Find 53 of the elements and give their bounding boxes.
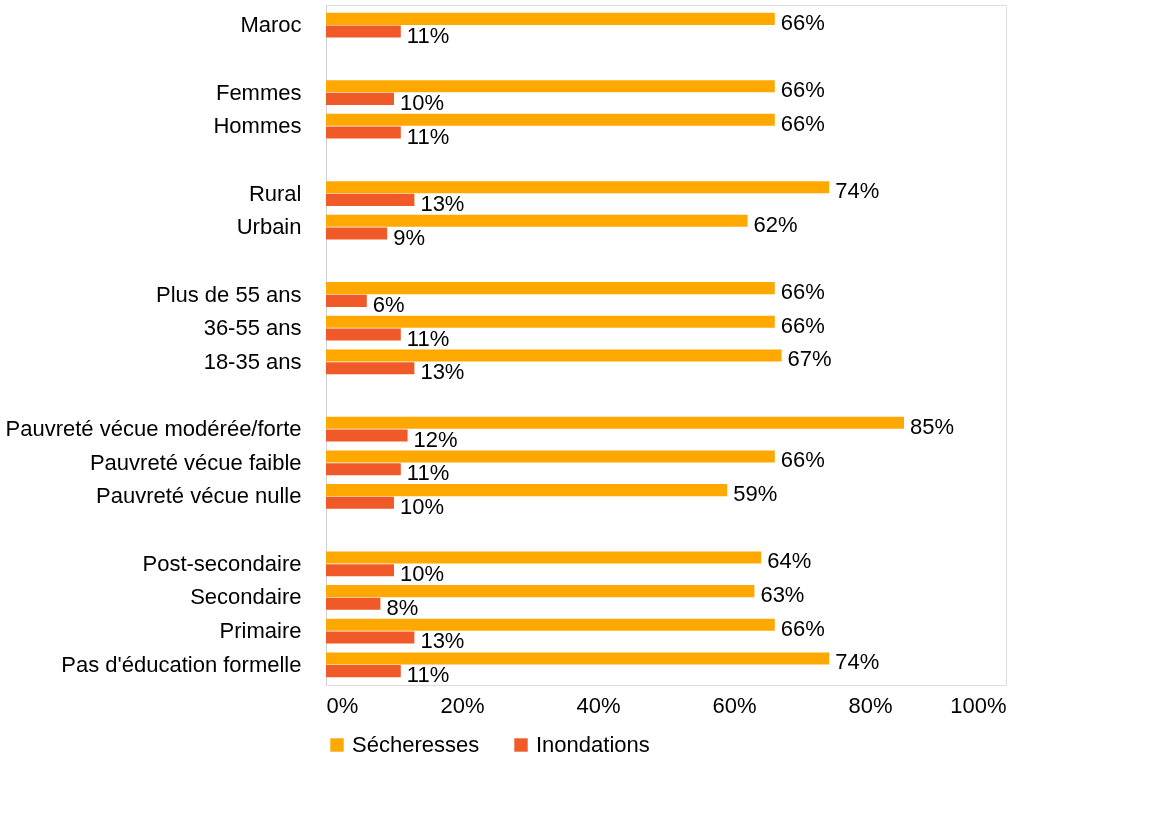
data-label: 11% bbox=[406, 662, 450, 688]
data-label: 59% bbox=[733, 481, 778, 507]
data-label: 13% bbox=[420, 359, 465, 385]
data-label: 10% bbox=[400, 561, 445, 587]
y-tick-label: Pas d'éducation formelle bbox=[61, 651, 302, 677]
data-label: 66% bbox=[780, 615, 825, 641]
y-tick-label: Hommes bbox=[213, 113, 302, 139]
y-tick-label: Post-secondaire bbox=[142, 550, 302, 576]
data-label: 66% bbox=[780, 447, 825, 473]
data-label: 66% bbox=[780, 77, 825, 103]
y-tick-label: Pauvreté vécue nulle bbox=[96, 483, 302, 509]
data-label: 66% bbox=[780, 312, 825, 338]
legend-label: Inondations bbox=[536, 732, 650, 757]
x-tick-label: 60% bbox=[712, 692, 757, 718]
data-label: 6% bbox=[372, 291, 405, 317]
data-label: 10% bbox=[400, 493, 445, 519]
data-label: 74% bbox=[835, 178, 880, 204]
y-tick-label: Urbain bbox=[236, 214, 302, 240]
x-tick-label: 80% bbox=[848, 692, 893, 718]
y-tick-label: Femmes bbox=[215, 79, 302, 105]
data-label: 11% bbox=[406, 325, 450, 351]
data-label: 11% bbox=[406, 123, 450, 149]
data-label: 8% bbox=[386, 594, 419, 620]
x-tick-label: 100% bbox=[950, 692, 1007, 718]
data-label: 13% bbox=[420, 190, 465, 216]
data-label: 11% bbox=[406, 22, 450, 48]
y-tick-label: Pauvreté vécue modérée/forte bbox=[5, 416, 302, 442]
y-tick-label: 18-35 ans bbox=[203, 348, 302, 374]
data-label: 66% bbox=[780, 110, 825, 136]
y-tick-label: 36-55 ans bbox=[203, 315, 302, 341]
data-label: 67% bbox=[787, 346, 832, 372]
data-label: 12% bbox=[413, 426, 458, 452]
y-tick-label: Pauvreté vécue faible bbox=[89, 449, 302, 475]
data-label: 9% bbox=[393, 224, 425, 250]
data-label: 11% bbox=[406, 460, 450, 486]
data-label: 63% bbox=[760, 582, 805, 608]
x-tick-label: 20% bbox=[440, 692, 485, 718]
y-tick-label: Plus de 55 ans bbox=[155, 281, 302, 307]
x-tick-label: 0% bbox=[326, 692, 359, 718]
data-label: 62% bbox=[753, 211, 798, 237]
x-tick-label: 40% bbox=[576, 692, 621, 718]
y-tick-label: Rural bbox=[248, 180, 302, 206]
y-tick-label: Secondaire bbox=[190, 584, 302, 610]
data-label: 10% bbox=[400, 89, 445, 115]
y-tick-label: Primaire bbox=[219, 618, 302, 644]
legend-label: Sécheresses bbox=[352, 732, 480, 757]
data-label: 66% bbox=[780, 9, 825, 35]
data-label: 66% bbox=[780, 279, 825, 305]
data-label: 85% bbox=[910, 413, 955, 439]
data-label: 64% bbox=[767, 548, 812, 574]
data-label: 13% bbox=[420, 628, 465, 654]
data-label: 74% bbox=[835, 649, 880, 675]
y-tick-label: Maroc bbox=[240, 12, 302, 38]
